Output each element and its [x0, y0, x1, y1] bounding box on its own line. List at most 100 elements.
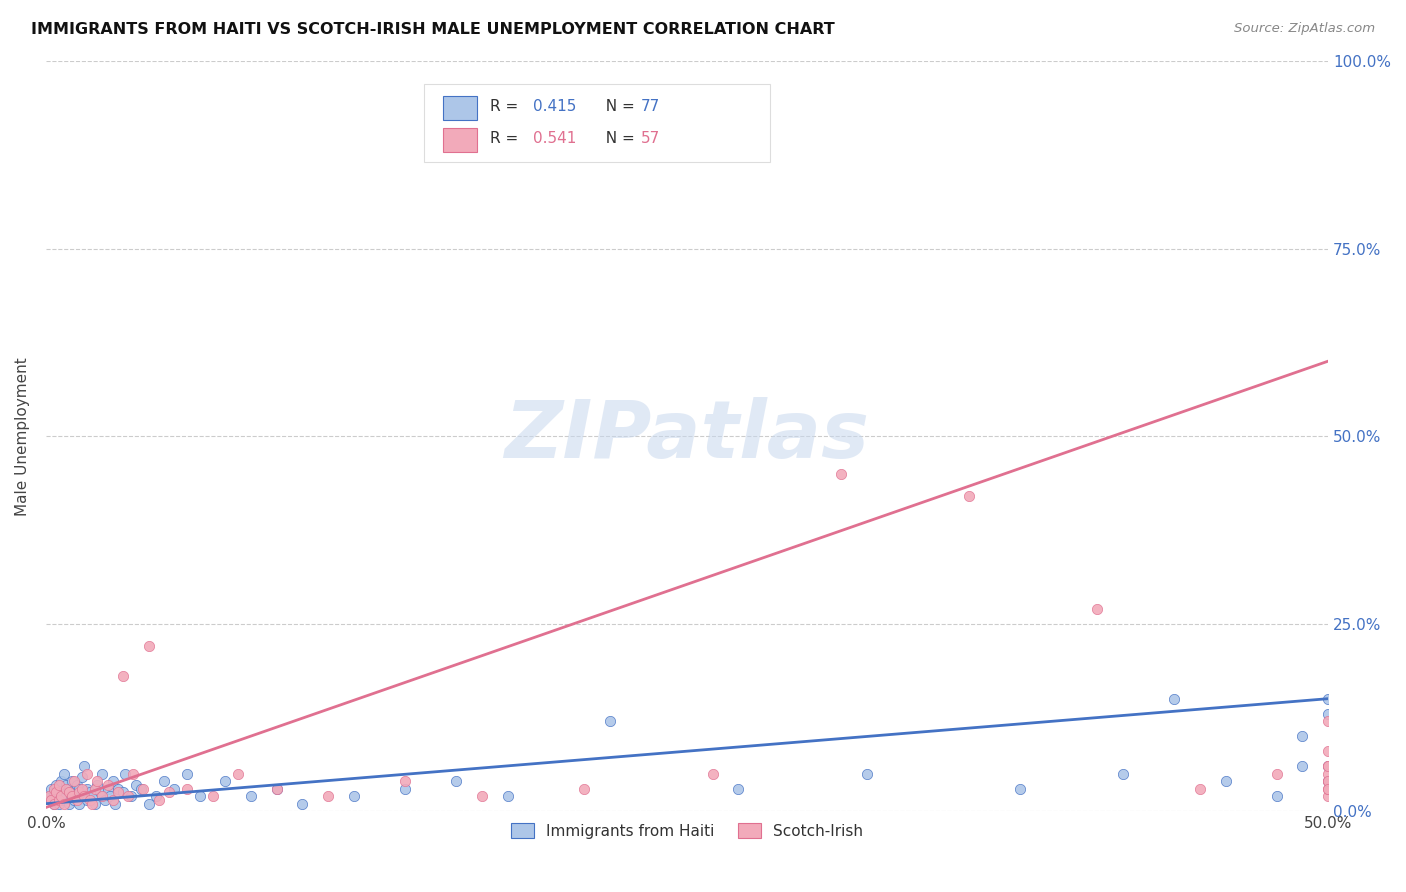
Point	[188, 789, 211, 804]
Point	[45, 789, 67, 804]
Point	[42, 797, 65, 811]
Point	[1317, 691, 1340, 706]
Point	[138, 639, 160, 653]
Point	[122, 766, 145, 780]
Point	[52, 766, 75, 780]
Point	[70, 781, 93, 796]
Point	[176, 781, 198, 796]
Point	[394, 781, 416, 796]
Point	[240, 789, 263, 804]
Point	[727, 781, 749, 796]
Point	[42, 797, 65, 811]
Text: 0.415: 0.415	[533, 99, 576, 114]
Point	[574, 781, 596, 796]
Point	[1317, 766, 1340, 780]
Point	[1265, 789, 1288, 804]
Point	[76, 766, 98, 780]
Text: 0.541: 0.541	[533, 131, 576, 146]
Point	[1317, 714, 1340, 728]
Point	[114, 766, 136, 780]
Point	[96, 781, 118, 796]
Point	[145, 789, 167, 804]
Point	[38, 789, 60, 804]
Point	[855, 766, 877, 780]
Point	[1317, 744, 1340, 758]
Point	[39, 781, 62, 796]
Point	[343, 789, 366, 804]
Point	[38, 789, 60, 804]
Point	[226, 766, 249, 780]
Point	[79, 785, 101, 799]
Point	[111, 785, 134, 799]
Point	[86, 774, 108, 789]
Point	[39, 793, 62, 807]
Point	[42, 785, 65, 799]
Text: R =: R =	[489, 131, 523, 146]
Point	[76, 793, 98, 807]
Text: N =: N =	[596, 99, 640, 114]
Point	[1317, 759, 1340, 773]
Text: IMMIGRANTS FROM HAITI VS SCOTCH-IRISH MALE UNEMPLOYMENT CORRELATION CHART: IMMIGRANTS FROM HAITI VS SCOTCH-IRISH MA…	[31, 22, 835, 37]
Point	[91, 789, 114, 804]
Point	[316, 789, 339, 804]
Point	[58, 797, 80, 811]
Point	[96, 778, 118, 792]
Point	[830, 467, 852, 481]
Point	[83, 797, 105, 811]
Point	[148, 793, 170, 807]
Point	[52, 785, 75, 799]
FancyBboxPatch shape	[443, 128, 477, 152]
Point	[153, 774, 176, 789]
Point	[63, 774, 86, 789]
FancyBboxPatch shape	[425, 84, 770, 162]
Point	[55, 781, 77, 796]
Point	[129, 781, 152, 796]
FancyBboxPatch shape	[443, 96, 477, 120]
Point	[957, 489, 980, 503]
Point	[1163, 691, 1185, 706]
Point	[55, 778, 77, 792]
Point	[83, 781, 105, 796]
Point	[1085, 601, 1108, 615]
Point	[94, 793, 117, 807]
Point	[107, 785, 129, 799]
Text: ZIPatlas: ZIPatlas	[505, 397, 869, 475]
Point	[66, 793, 89, 807]
Point	[58, 785, 80, 799]
Point	[1010, 781, 1032, 796]
Point	[86, 778, 108, 792]
Point	[1317, 774, 1340, 789]
Point	[45, 778, 67, 792]
Point	[120, 789, 142, 804]
Point	[76, 781, 98, 796]
Point	[157, 785, 180, 799]
Point	[214, 774, 236, 789]
Point	[101, 774, 124, 789]
Point	[48, 793, 70, 807]
Point	[132, 781, 155, 796]
Point	[101, 793, 124, 807]
Point	[138, 797, 160, 811]
Point	[63, 793, 86, 807]
Point	[60, 789, 83, 804]
Point	[107, 781, 129, 796]
Point	[111, 669, 134, 683]
Point	[60, 789, 83, 804]
Point	[496, 789, 519, 804]
Point	[67, 781, 90, 796]
Point	[117, 789, 139, 804]
Point	[1291, 729, 1313, 743]
Point	[1317, 781, 1340, 796]
Point	[98, 789, 121, 804]
Point	[55, 789, 77, 804]
Point	[66, 778, 89, 792]
Point	[471, 789, 494, 804]
Point	[70, 771, 93, 785]
Point	[48, 778, 70, 792]
Point	[163, 781, 186, 796]
Point	[291, 797, 314, 811]
Point	[51, 789, 73, 804]
Point	[67, 797, 90, 811]
Point	[82, 789, 104, 804]
Point	[1317, 789, 1340, 804]
